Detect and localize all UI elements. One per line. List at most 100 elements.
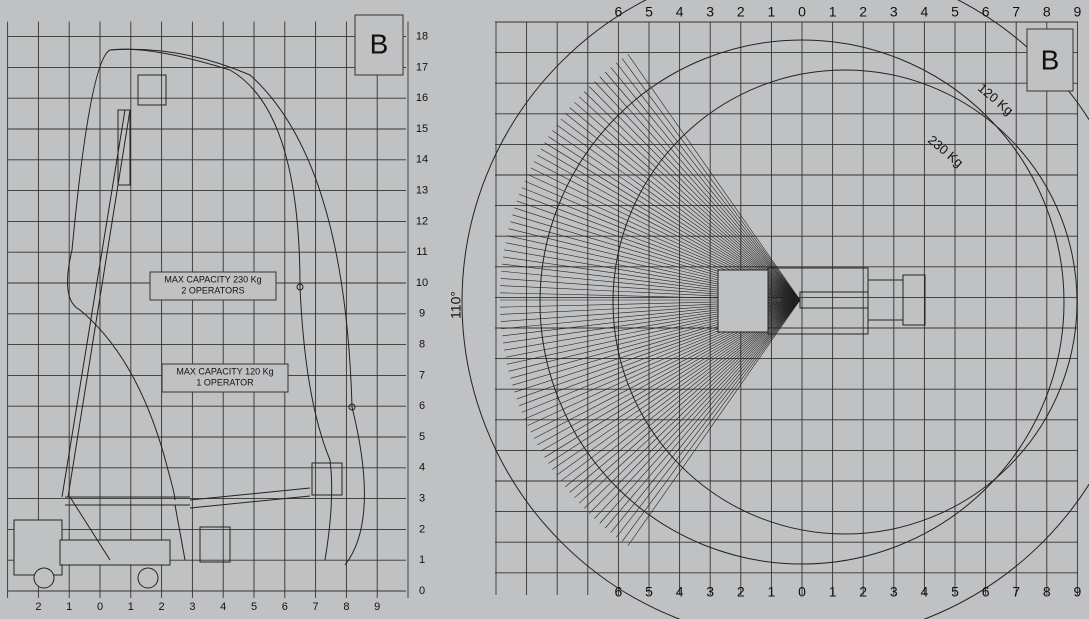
badge-box bbox=[354, 14, 404, 76]
y-label: 14 bbox=[416, 154, 428, 166]
capacity-text: MAX CAPACITY 230 Kg bbox=[164, 274, 261, 284]
bottom-label: 9 bbox=[1074, 584, 1082, 600]
reach-line bbox=[569, 107, 801, 301]
reach-line bbox=[589, 86, 801, 301]
badge: B bbox=[370, 28, 389, 59]
reach-line bbox=[583, 91, 801, 301]
bottom-label: 5 bbox=[645, 584, 653, 600]
ring-230 bbox=[612, 69, 1078, 535]
badge: B bbox=[1041, 44, 1060, 75]
reach-line bbox=[599, 76, 801, 301]
capacity-box bbox=[161, 363, 289, 393]
y-label: 13 bbox=[416, 185, 428, 197]
y-label: 6 bbox=[419, 400, 425, 412]
x-label: 6 bbox=[282, 601, 288, 613]
top-label: 3 bbox=[706, 4, 714, 20]
y-label: 3 bbox=[419, 493, 425, 505]
x-label: 1 bbox=[128, 601, 134, 613]
x-label: 0 bbox=[97, 601, 103, 613]
bottom-label: 8 bbox=[1043, 584, 1051, 600]
top-label: 7 bbox=[1012, 4, 1020, 20]
x-label: 9 bbox=[374, 601, 380, 613]
y-label: 7 bbox=[419, 369, 425, 381]
bottom-label: 4 bbox=[676, 584, 684, 600]
y-label: 0 bbox=[419, 585, 425, 597]
bottom-label: 2 bbox=[737, 584, 745, 600]
reach-line bbox=[610, 67, 801, 301]
y-label: 9 bbox=[419, 308, 425, 320]
capacity-text: 2 OPERATORS bbox=[181, 285, 244, 295]
y-label: 12 bbox=[416, 215, 428, 227]
point-120 bbox=[348, 403, 356, 411]
bottom-label: 3 bbox=[890, 584, 898, 600]
x-label: 1 bbox=[66, 601, 72, 613]
reach-line bbox=[583, 299, 801, 509]
y-label: 5 bbox=[419, 431, 425, 443]
bottom-label: 0 bbox=[798, 584, 806, 600]
reach-line bbox=[610, 299, 801, 533]
x-label: 2 bbox=[159, 601, 165, 613]
bottom-label: 4 bbox=[921, 584, 929, 600]
top-label: 1 bbox=[768, 4, 776, 20]
envelope-230 bbox=[109, 48, 333, 561]
bottom-label: 6 bbox=[982, 584, 990, 600]
reach-line bbox=[579, 299, 801, 504]
y-label: 16 bbox=[416, 92, 428, 104]
top-label: 5 bbox=[645, 4, 653, 20]
reach-line bbox=[574, 299, 801, 499]
x-label: 7 bbox=[313, 601, 319, 613]
y-label: 8 bbox=[419, 339, 425, 351]
top-label: 6 bbox=[615, 4, 623, 20]
y-label: 2 bbox=[419, 523, 425, 535]
reach-line bbox=[574, 101, 801, 301]
y-label: 10 bbox=[416, 277, 428, 289]
x-label: 3 bbox=[189, 601, 195, 613]
envelope-120 bbox=[109, 48, 365, 566]
reach-line bbox=[594, 81, 801, 301]
angle-label: 110° bbox=[448, 291, 464, 319]
capacity-box bbox=[149, 271, 277, 301]
top-label: 4 bbox=[921, 4, 929, 20]
reach-line bbox=[599, 299, 801, 524]
y-label: 11 bbox=[416, 246, 427, 258]
top-label: 2 bbox=[859, 4, 867, 20]
x-label: 2 bbox=[35, 601, 41, 613]
x-label: 8 bbox=[343, 601, 349, 613]
bottom-label: 6 bbox=[615, 584, 623, 600]
top-label: 8 bbox=[1043, 4, 1051, 20]
top-label: 4 bbox=[676, 4, 684, 20]
y-label: 1 bbox=[419, 554, 425, 566]
reach-line bbox=[627, 54, 801, 301]
top-label: 3 bbox=[890, 4, 898, 20]
outer-ring bbox=[461, 0, 1089, 619]
bottom-label: 1 bbox=[829, 584, 837, 600]
bottom-label: 7 bbox=[1012, 584, 1020, 600]
reach-line bbox=[621, 299, 801, 542]
reach-line bbox=[621, 58, 801, 301]
point-230 bbox=[296, 283, 304, 291]
x-label: 5 bbox=[251, 601, 257, 613]
y-label: 17 bbox=[416, 61, 428, 73]
reach-line bbox=[594, 299, 801, 519]
x-label: 4 bbox=[220, 601, 226, 613]
bottom-label: 2 bbox=[859, 584, 867, 600]
reach-line bbox=[616, 62, 801, 301]
reach-line bbox=[627, 299, 801, 546]
y-label: 4 bbox=[419, 462, 425, 474]
top-label: 1 bbox=[829, 4, 837, 20]
reach-line bbox=[616, 299, 801, 538]
top-label: 6 bbox=[982, 4, 990, 20]
envelope-inner bbox=[67, 49, 176, 501]
bottom-label: 3 bbox=[706, 584, 714, 600]
truck-top bbox=[717, 267, 926, 335]
capacity-text: 1 OPERATOR bbox=[196, 377, 254, 387]
truck bbox=[13, 74, 343, 589]
y-label: 15 bbox=[416, 123, 428, 135]
grids bbox=[7, 21, 1078, 598]
y-label: 18 bbox=[416, 31, 428, 43]
ring-120 bbox=[539, 39, 1065, 565]
bottom-label: 5 bbox=[951, 584, 959, 600]
badge-box bbox=[1026, 28, 1074, 92]
reach-line bbox=[604, 299, 801, 529]
